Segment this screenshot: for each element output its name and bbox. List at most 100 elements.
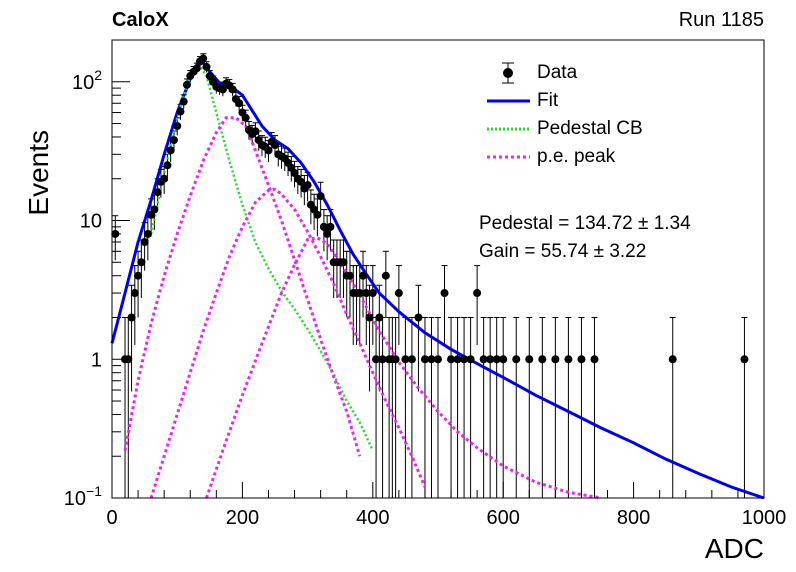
data-point — [143, 229, 152, 238]
legend-data-marker — [503, 68, 513, 78]
data-point — [137, 258, 146, 267]
data-point — [202, 62, 211, 71]
data-point — [391, 355, 400, 364]
data-point — [525, 355, 534, 364]
data-point — [228, 85, 237, 94]
experiment-label: CaloX — [112, 9, 169, 31]
data-point — [368, 289, 377, 298]
data-point — [251, 127, 260, 136]
data-point — [271, 141, 279, 150]
legend-label-data: Data — [537, 62, 578, 83]
data-point — [434, 355, 442, 364]
data-point — [381, 271, 390, 280]
data-point — [394, 289, 403, 298]
data-point — [140, 238, 149, 247]
data-point — [365, 313, 374, 322]
legend-label-fit: Fit — [537, 90, 559, 111]
data-point — [355, 289, 364, 298]
data-point — [345, 271, 354, 280]
data-point — [297, 177, 306, 186]
data-point — [160, 174, 169, 183]
legend: Data Fit Pedestal CB p.e. peak — [487, 62, 643, 167]
data-point — [378, 355, 387, 364]
run-label: Run 1185 — [679, 9, 764, 31]
data-point — [323, 229, 332, 238]
data-point — [313, 210, 322, 219]
data-point — [407, 355, 416, 364]
x-tick-label: 0 — [106, 507, 117, 529]
data-point — [264, 146, 273, 155]
data-point — [235, 99, 244, 108]
data-point — [153, 188, 162, 197]
data-point — [199, 54, 208, 63]
data-point — [326, 222, 335, 231]
data-point — [173, 121, 182, 130]
data-point — [466, 355, 475, 364]
y-axis-title: Events — [23, 130, 54, 216]
data-point — [134, 271, 143, 280]
x-tick-label: 600 — [487, 507, 520, 529]
data-point — [414, 313, 423, 322]
data-point — [375, 313, 384, 322]
y-tick-label: 1 — [91, 349, 102, 371]
data-point — [401, 355, 410, 364]
pedestal-result: Pedestal = 134.72 ± 1.34 — [479, 213, 691, 234]
x-axis-title: ADC — [705, 533, 764, 564]
x-tick-label: 400 — [356, 507, 389, 529]
data-point — [192, 64, 201, 73]
pe-peak-curve — [123, 116, 362, 457]
pe-peak-curve — [149, 187, 427, 499]
data-point — [479, 355, 488, 364]
legend-label-pe: p.e. peak — [537, 146, 616, 167]
data-point — [492, 355, 501, 364]
x-tick-label: 200 — [226, 507, 259, 529]
y-tick-label: 10−1 — [64, 483, 102, 510]
data-point — [150, 205, 159, 214]
data-point — [316, 192, 325, 201]
data-point — [740, 355, 749, 364]
data-point — [127, 313, 136, 322]
data-point — [176, 107, 185, 116]
data-point — [512, 355, 521, 364]
data-point — [551, 355, 560, 364]
data-point — [179, 97, 188, 106]
data-point — [460, 355, 469, 364]
data-point — [453, 355, 462, 364]
data-point — [590, 355, 599, 364]
data-point — [163, 161, 172, 170]
data-point — [182, 80, 191, 89]
data-point — [564, 355, 573, 364]
data-point — [166, 146, 175, 155]
plot-frame — [111, 39, 765, 499]
data-points-layer — [111, 54, 749, 364]
data-point — [339, 258, 348, 267]
data-point — [303, 181, 312, 190]
data-point — [668, 355, 677, 364]
data-point — [362, 289, 371, 298]
x-tick-label: 800 — [617, 507, 650, 529]
data-point — [499, 355, 508, 364]
data-point — [241, 113, 250, 122]
pedestal-curve — [149, 64, 374, 452]
data-point — [218, 85, 227, 94]
data-point — [420, 355, 429, 364]
gain-result: Gain = 55.74 ± 3.22 — [479, 241, 646, 262]
data-point — [473, 289, 482, 298]
data-point — [372, 355, 381, 364]
data-point — [440, 289, 449, 298]
data-point — [359, 271, 368, 280]
data-point — [319, 222, 328, 231]
data-point — [486, 355, 495, 364]
data-point — [130, 289, 139, 298]
legend-label-pedestal: Pedestal CB — [537, 118, 643, 139]
y-tick-label: 10 — [80, 211, 102, 233]
data-point — [169, 136, 178, 145]
data-point — [447, 355, 456, 364]
data-point — [538, 355, 547, 364]
data-point — [577, 355, 586, 364]
x-tick-label: 1000 — [742, 507, 787, 529]
data-point — [427, 355, 436, 364]
